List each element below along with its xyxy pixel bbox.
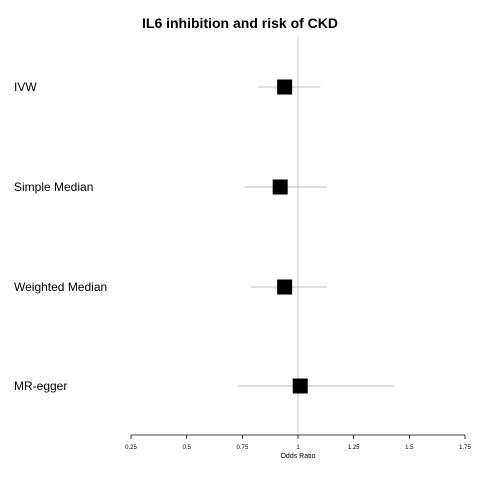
x-tick-label: 1 <box>296 445 300 451</box>
row-label: Weighted Median <box>14 280 107 294</box>
x-tick-label: 1.25 <box>348 445 360 451</box>
row-ivw: IVW <box>14 79 321 95</box>
row-weighted-median: Weighted Median <box>14 279 327 295</box>
x-tick-label: 0.25 <box>125 445 137 451</box>
point-estimate-marker <box>292 378 308 394</box>
row-label: MR-egger <box>14 379 67 393</box>
x-tick-label: 0.75 <box>236 445 248 451</box>
x-tick-label: 1.75 <box>459 445 471 451</box>
row-label: Simple Median <box>14 180 93 194</box>
chart-title: IL6 inhibition and risk of CKD <box>142 15 338 31</box>
row-mr-egger: MR-egger <box>14 378 394 394</box>
x-tick-label: 1.5 <box>405 445 414 451</box>
rows-group: IVW Simple Median Weighted Median MR-egger <box>14 79 394 394</box>
point-estimate-marker <box>277 279 293 295</box>
x-tick-label: 0.5 <box>182 445 191 451</box>
x-axis-ticks: 0.25 0.5 0.75 1 1.25 1.5 1.75 <box>125 435 471 451</box>
point-estimate-marker <box>277 79 293 95</box>
row-simple-median: Simple Median <box>14 179 327 195</box>
point-estimate-marker <box>272 179 288 195</box>
x-axis-title: Odds Ratio <box>280 453 315 460</box>
row-label: IVW <box>14 80 37 94</box>
